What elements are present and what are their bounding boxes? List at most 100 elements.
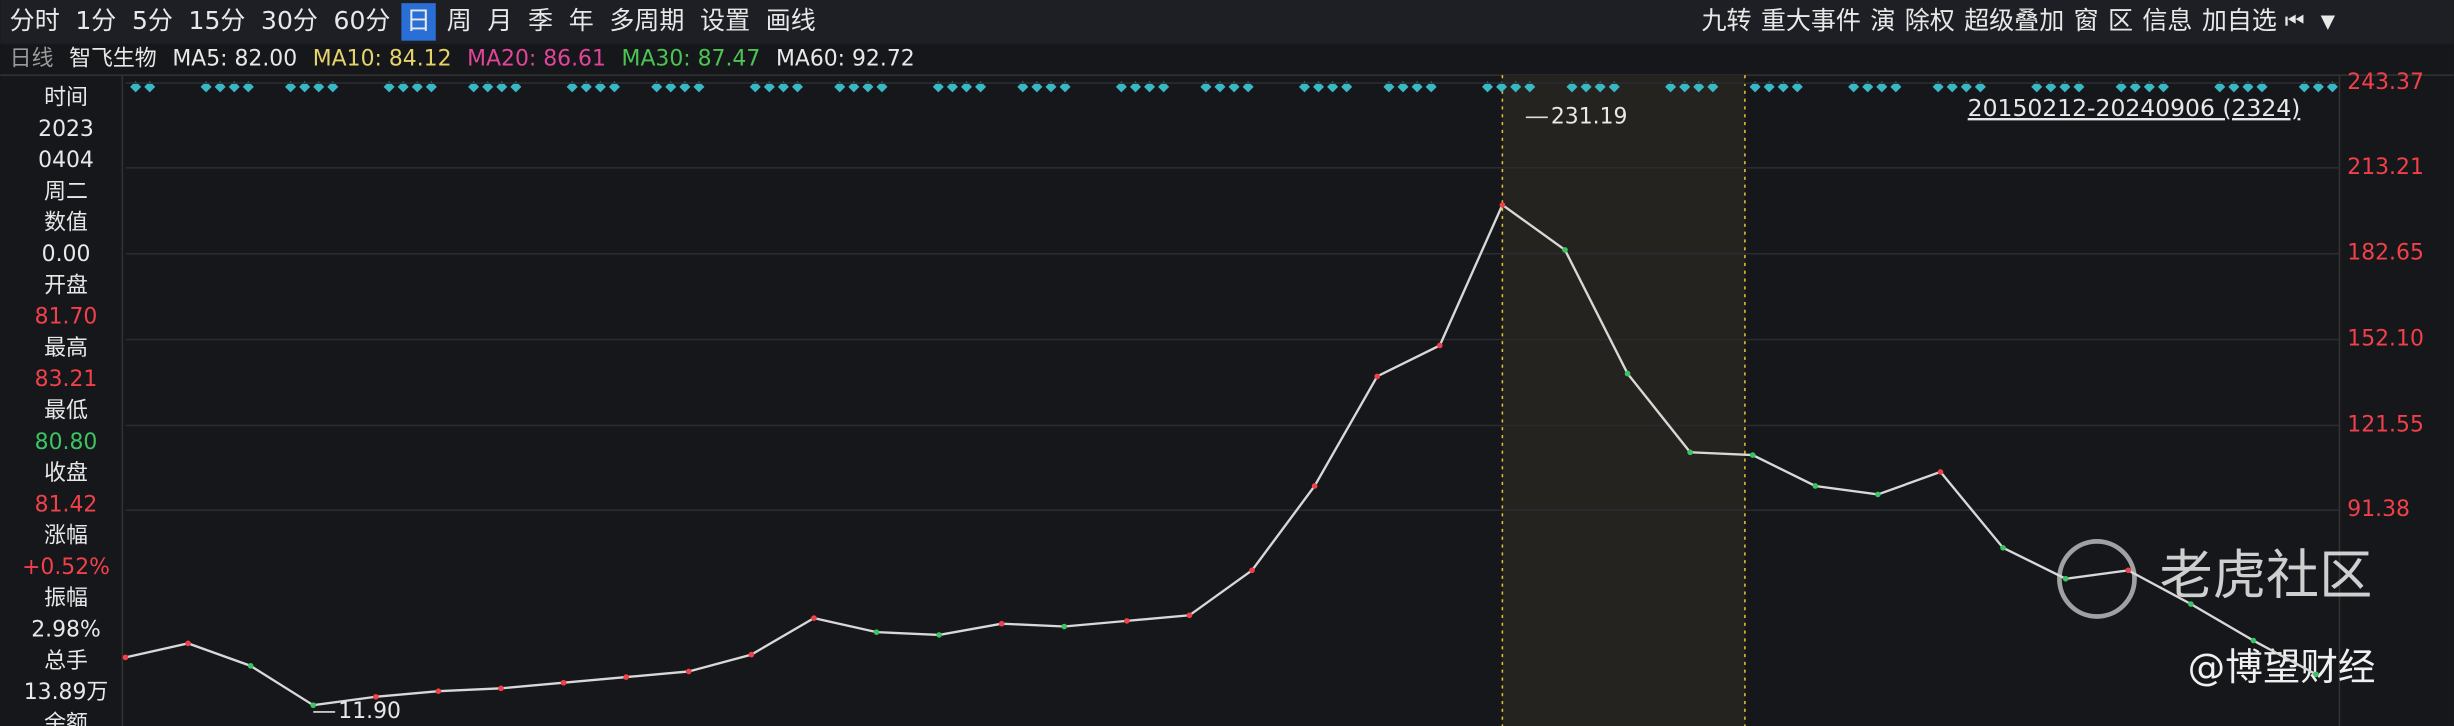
price-point: [310, 702, 317, 709]
price-point: [998, 620, 1005, 627]
tab[interactable]: 画线: [766, 6, 816, 35]
signal-dot: [1045, 81, 1057, 93]
tab[interactable]: 年: [569, 6, 594, 35]
signal-dot: [200, 81, 212, 93]
price-point: [373, 693, 379, 700]
tab-bg: [401, 3, 436, 41]
tab[interactable]: 1分: [75, 6, 116, 35]
signal-dot: [594, 81, 606, 93]
price-point: [2125, 567, 2132, 574]
dropdown[interactable]: ▼: [2321, 11, 2336, 32]
tab[interactable]: 月: [487, 6, 512, 35]
signal-dot: [975, 81, 987, 93]
info-label: 振幅: [44, 586, 88, 611]
signal-dot: [496, 81, 508, 93]
watermark: 老虎社区: [2160, 545, 2373, 607]
signal-dot: [1397, 81, 1409, 93]
tab[interactable]: 30分: [261, 6, 318, 35]
signal-dot: [749, 81, 761, 93]
signal-dot: [1510, 81, 1522, 93]
tab[interactable]: 分时: [10, 6, 60, 35]
info-label: 最低: [44, 399, 88, 424]
signal-dot: [608, 81, 620, 93]
signal-dot: [2242, 81, 2254, 93]
price-point: [1061, 623, 1068, 630]
info-value: 2.98%: [31, 618, 101, 643]
y-tick-label: 91.38: [2347, 497, 2410, 522]
y-tick-label: 152.10: [2347, 327, 2424, 352]
price-point: [185, 640, 191, 647]
price-point: [498, 685, 504, 692]
price-line: [125, 203, 2317, 707]
tool[interactable]: 区: [2108, 6, 2133, 35]
legend-item: 日线: [10, 46, 54, 71]
info-value: +0.52%: [22, 555, 110, 580]
price-point: [1311, 483, 1318, 489]
info-label: 开盘: [44, 273, 88, 298]
y-tick-label: 182.65: [2347, 241, 2424, 266]
tab[interactable]: 多周期: [609, 6, 684, 35]
tab[interactable]: 季: [528, 6, 553, 35]
tool[interactable]: 除权: [1905, 6, 1955, 35]
price-point: [1687, 449, 1693, 456]
signal-dot: [2059, 81, 2071, 93]
legend-item: 智飞生物: [69, 46, 157, 71]
price-point: [685, 668, 692, 675]
tab[interactable]: 日: [406, 6, 431, 35]
signal-dot: [411, 81, 423, 93]
price-point: [1937, 469, 1944, 475]
signal-dot: [1242, 81, 1254, 93]
tool[interactable]: 信息: [2142, 6, 2192, 35]
signal-dot: [1115, 81, 1127, 93]
tool[interactable]: 窗: [2074, 6, 2099, 35]
nav-first[interactable]: ⏮: [2285, 9, 2305, 34]
signal-dot: [1383, 81, 1395, 93]
legend-item: MA30: 87.47: [622, 46, 761, 71]
signal-dot: [1313, 81, 1325, 93]
price-point: [247, 663, 254, 669]
price-point: [1436, 342, 1443, 349]
signal-dot: [425, 81, 437, 93]
signal-dot: [834, 81, 846, 93]
tab[interactable]: 周: [447, 6, 472, 35]
tab[interactable]: 15分: [189, 6, 246, 35]
info-label: 数值: [44, 211, 88, 236]
selected-range: [1502, 75, 1745, 726]
tool[interactable]: 演: [1870, 6, 1895, 35]
tool[interactable]: 重大事件: [1761, 6, 1861, 35]
price-point: [1499, 202, 1506, 208]
price-point: [1875, 491, 1881, 498]
signal-dot: [848, 81, 860, 93]
price-point: [811, 615, 817, 621]
price-point: [2062, 575, 2069, 582]
tool[interactable]: 九转: [1701, 6, 1751, 35]
price-point: [873, 629, 880, 635]
tab[interactable]: 设置: [700, 6, 750, 35]
price-point: [1624, 370, 1631, 377]
info-value: 80.80: [35, 430, 98, 455]
watermark-logo: [2057, 539, 2137, 619]
y-tick-label: 243.37: [2347, 70, 2424, 95]
signal-dot: [862, 81, 874, 93]
signal-dot: [2115, 81, 2127, 93]
info-value: 83.21: [35, 367, 98, 392]
price-point: [1812, 483, 1819, 489]
info-label: 收盘: [44, 461, 88, 486]
info-label: 最高: [44, 336, 88, 361]
signal-dot: [2214, 81, 2226, 93]
tab[interactable]: 5分: [132, 6, 173, 35]
watermark: @博望财经: [2188, 645, 2376, 689]
tab[interactable]: 60分: [334, 6, 391, 35]
price-point: [2313, 671, 2319, 678]
signal-dot: [1059, 81, 1071, 93]
price-point: [1249, 567, 1255, 574]
tool[interactable]: 加自选: [2202, 6, 2277, 35]
info-label: 周二: [44, 179, 88, 204]
price-point: [1562, 247, 1568, 253]
annotation: 231.19: [1551, 104, 1628, 129]
info-value: 13.89万: [24, 680, 109, 705]
price-point: [2000, 545, 2006, 551]
signal-dot: [1228, 81, 1240, 93]
tool[interactable]: 超级叠加: [1964, 6, 2064, 35]
